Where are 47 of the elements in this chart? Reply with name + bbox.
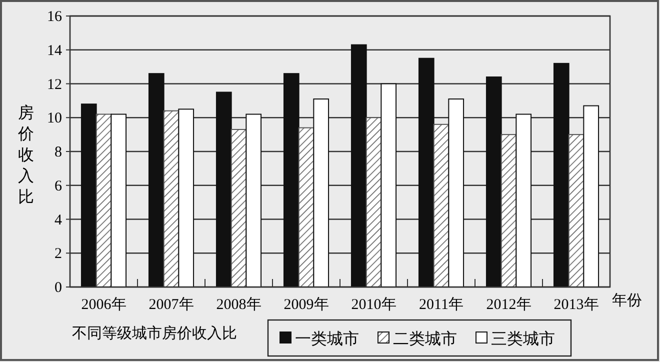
bar [313, 98, 330, 288]
x-tick-label: 2011年 [419, 296, 464, 313]
bar [216, 92, 232, 288]
x-tick-label: 2007年 [148, 296, 194, 313]
bar [568, 134, 584, 288]
bar [583, 105, 600, 288]
bar [500, 134, 517, 288]
bar [96, 114, 112, 288]
y-tick-label: 4 [54, 212, 62, 228]
x-tick-label: 2010年 [351, 296, 396, 313]
y-tick-label: 2 [54, 246, 62, 262]
bar [448, 98, 464, 288]
x-axis-title: 年份 [612, 292, 642, 309]
y-tick-label: 16 [47, 9, 62, 25]
x-tick-label: 2013年 [554, 296, 599, 313]
text: 不同等级城市房价收入比 [72, 325, 237, 342]
x-tick-label: 2008年 [216, 296, 262, 313]
bar [486, 76, 502, 288]
bar [283, 73, 300, 288]
bar [230, 128, 247, 288]
bar [163, 110, 180, 288]
y-axis-title: 房价收入比 [17, 104, 34, 206]
y-tick-label: 8 [54, 144, 62, 160]
bar [350, 44, 367, 288]
x-tick-label: 2006年 [81, 296, 126, 313]
y-tick-label: 6 [54, 178, 62, 194]
y-tick-label: 12 [47, 76, 62, 93]
x-tick-label: 2012年 [486, 296, 532, 313]
legend-label: 二类城市 [393, 330, 457, 348]
bar [366, 117, 382, 288]
bar [553, 62, 570, 288]
y-tick-label: 10 [47, 110, 62, 127]
legend-label: 一类城市 [295, 330, 359, 348]
y-tick-label: 14 [47, 42, 62, 59]
bar [380, 83, 397, 288]
bar [178, 108, 194, 288]
x-tick-label: 2009年 [284, 296, 329, 313]
bar [516, 114, 532, 288]
bar [298, 127, 314, 288]
bar [433, 124, 450, 288]
bar [80, 104, 97, 288]
bar [246, 114, 262, 288]
y-tick-label: 0 [54, 280, 62, 296]
bar [110, 114, 127, 288]
bar [418, 58, 434, 288]
legend-label: 三类城市 [491, 330, 555, 348]
bar [148, 73, 164, 288]
